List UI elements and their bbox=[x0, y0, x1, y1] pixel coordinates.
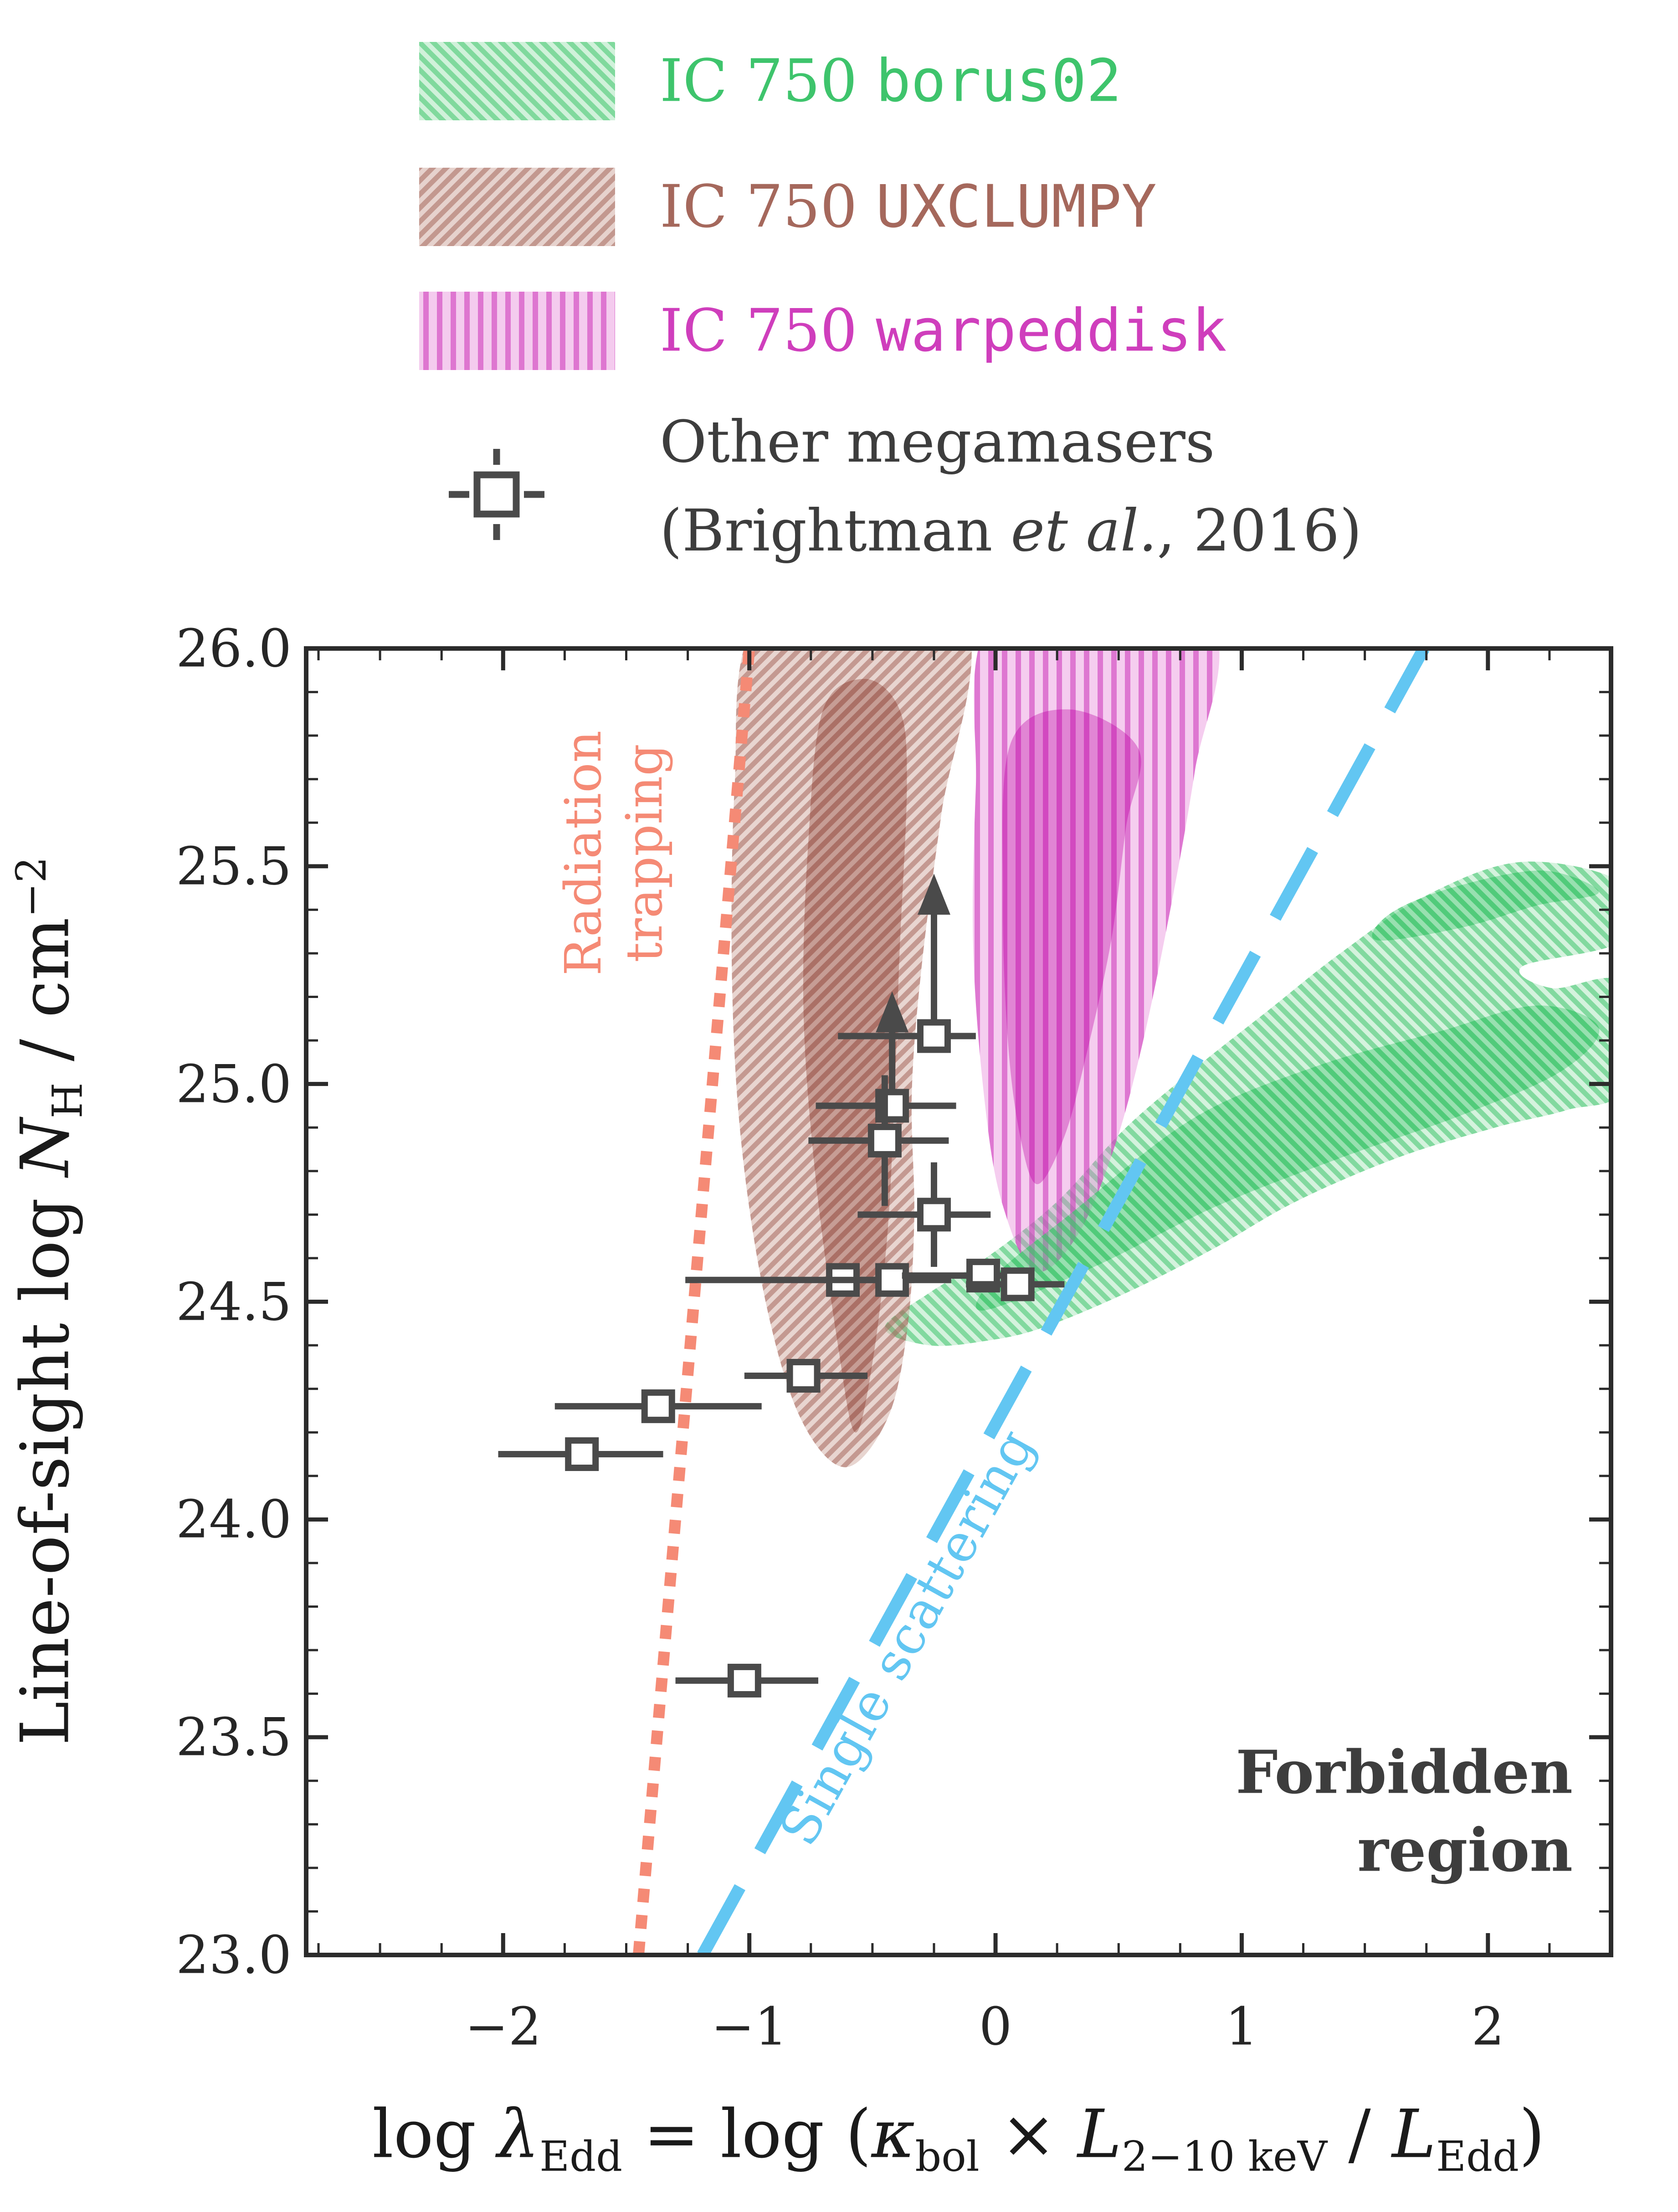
single-scattering-line bbox=[697, 648, 1430, 1955]
region-hatch-borus02-inner bbox=[975, 1005, 1600, 1311]
data-point bbox=[675, 1663, 818, 1698]
legend-model: warpeddisk bbox=[876, 297, 1227, 365]
megamasers-line1: Other megamasers bbox=[660, 408, 1215, 475]
radiation-trapping-line bbox=[633, 648, 755, 1955]
legend-prefix: IC 750 bbox=[660, 47, 876, 115]
data-point bbox=[498, 1437, 663, 1471]
warpeddisk-swatch bbox=[419, 292, 615, 370]
data-point bbox=[808, 1075, 949, 1206]
uxclumpy-swatch bbox=[419, 168, 615, 246]
legend-label-borus02: IC 750 borus02 bbox=[660, 47, 1122, 115]
legend-label-uxclumpy: IC 750 UXCLUMPY bbox=[660, 173, 1157, 241]
megamaser-marker-icon bbox=[449, 449, 544, 540]
borus02-swatch bbox=[419, 42, 615, 120]
legend-label-megamasers: Other megamasers (Brightman et al., 2016… bbox=[660, 397, 1362, 576]
data-point bbox=[744, 1358, 868, 1393]
data-point bbox=[857, 1162, 991, 1267]
legend-label-warpeddisk: IC 750 warpeddisk bbox=[660, 297, 1227, 365]
legend-model: borus02 bbox=[876, 47, 1122, 115]
data-point bbox=[966, 1267, 1065, 1301]
data-point bbox=[823, 1263, 951, 1297]
data-point bbox=[838, 874, 976, 1053]
legend-prefix: IC 750 bbox=[660, 297, 876, 365]
region-hatch-warpeddisk-inner bbox=[1002, 709, 1141, 1184]
megamasers-line2: (Brightman et al., 2016) bbox=[660, 497, 1362, 565]
region-hatch-uxclumpy-inner bbox=[803, 679, 907, 1433]
data-point bbox=[554, 1389, 762, 1423]
region-hatch-borus02-inner-lobe bbox=[1372, 870, 1599, 941]
axis-ticks bbox=[306, 646, 1612, 1957]
legend-prefix: IC 750 bbox=[660, 173, 876, 241]
legend-model: UXCLUMPY bbox=[876, 173, 1157, 241]
